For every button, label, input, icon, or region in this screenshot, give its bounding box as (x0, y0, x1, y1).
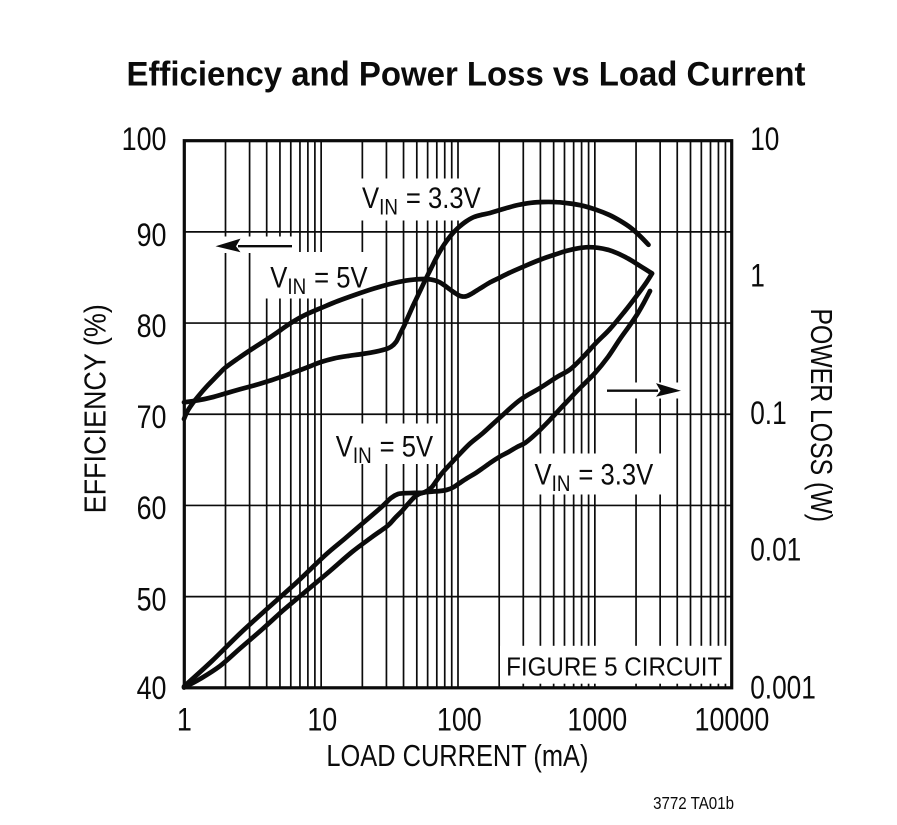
svg-text:70: 70 (137, 400, 167, 436)
svg-text:100: 100 (437, 702, 482, 738)
svg-text:1: 1 (177, 702, 192, 738)
svg-text:0.001: 0.001 (750, 671, 816, 706)
svg-text:VIN = 5V: VIN = 5V (270, 261, 368, 300)
svg-text:Efficiency and Power Loss vs L: Efficiency and Power Loss vs Load Curren… (127, 55, 806, 94)
svg-text:60: 60 (137, 491, 167, 527)
svg-text:80: 80 (137, 309, 167, 345)
svg-text:1: 1 (750, 259, 765, 294)
svg-text:0.01: 0.01 (750, 533, 801, 568)
svg-text:100: 100 (122, 122, 167, 158)
svg-text:40: 40 (137, 671, 167, 707)
svg-text:3772 TA01b: 3772 TA01b (653, 793, 734, 814)
svg-text:10: 10 (750, 123, 779, 158)
svg-text:POWER LOSS (W): POWER LOSS (W) (804, 308, 838, 521)
svg-text:90: 90 (137, 218, 167, 254)
svg-text:EFFICIENCY (%): EFFICIENCY (%) (79, 304, 113, 513)
svg-text:10000: 10000 (695, 702, 770, 738)
svg-text:FIGURE 5 CIRCUIT: FIGURE 5 CIRCUIT (506, 653, 722, 682)
svg-text:LOAD CURRENT (mA): LOAD CURRENT (mA) (326, 738, 588, 773)
svg-text:0.1: 0.1 (750, 397, 786, 432)
svg-text:1000: 1000 (567, 702, 627, 738)
svg-text:VIN = 5V: VIN = 5V (336, 429, 434, 468)
svg-text:10: 10 (307, 702, 337, 738)
svg-text:50: 50 (137, 582, 167, 618)
